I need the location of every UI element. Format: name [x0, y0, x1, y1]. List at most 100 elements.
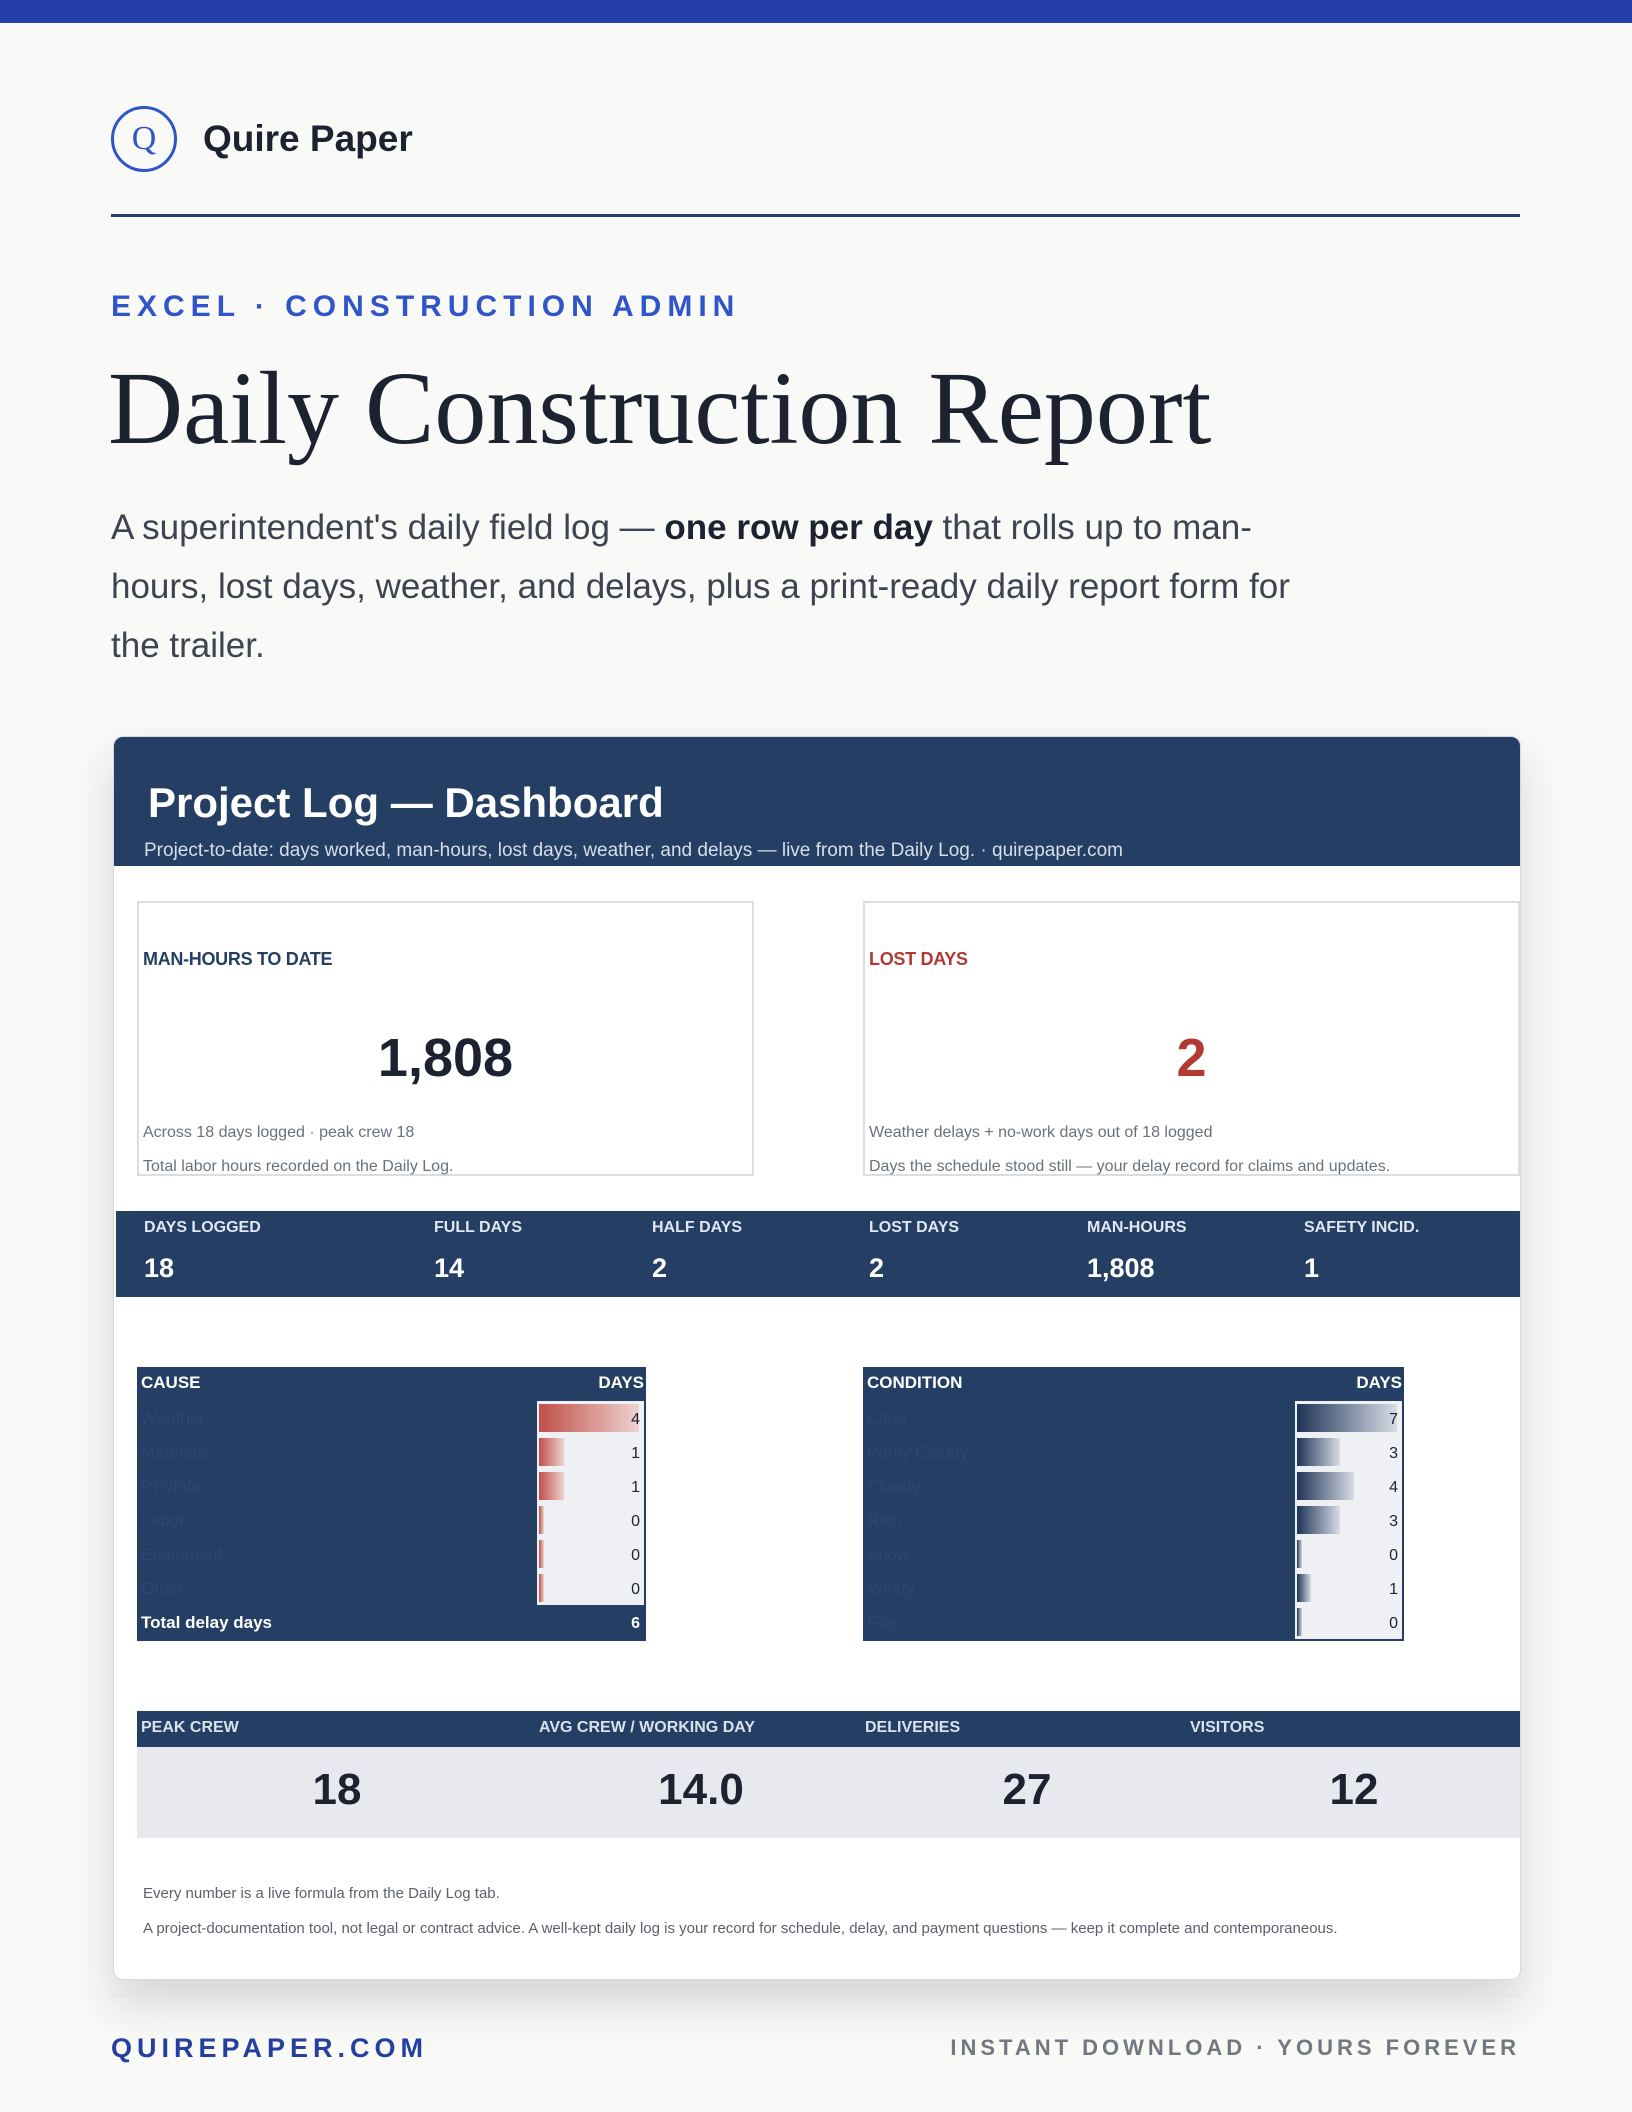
table-header-value: DAYS: [530, 1373, 644, 1401]
stat-label: DAYS LOGGED: [144, 1219, 261, 1236]
bar-value: 0: [1389, 1547, 1398, 1564]
brand-header[interactable]: Q Quire Paper: [111, 103, 413, 175]
kpi-card-man-hours: MAN-HOURS TO DATE 1,808 Across 18 days l…: [137, 901, 754, 1176]
row-label: Fog: [867, 1613, 897, 1632]
footer-site-link[interactable]: QUIREPAPER.COM: [111, 2033, 429, 2063]
page-title: Daily Construction Report: [108, 351, 1212, 466]
weather-condition-table: CONDITION DAYS Clear 7 Partly Cloudy 3 C…: [863, 1367, 1404, 1641]
data-bar: [1297, 1608, 1302, 1636]
data-bar: [1297, 1574, 1312, 1602]
footer-divider: [111, 1995, 1520, 1996]
bar-cell: 0: [537, 1571, 644, 1605]
kpi-value: 2: [1176, 1028, 1207, 1088]
stat-label-visitors: VISITORS: [1190, 1719, 1265, 1736]
table-row: Materials 1: [137, 1435, 646, 1469]
row-label: Snow: [867, 1545, 910, 1564]
bottom-stat-labels: PEAK CREW AVG CREW / WORKING DAY DELIVER…: [137, 1711, 1520, 1747]
stat-value-avg-crew: 14.0: [658, 1765, 744, 1814]
stat-value-visitors: 12: [1329, 1765, 1379, 1814]
stat-value: 18: [144, 1253, 175, 1283]
table-row: Rain 3: [863, 1503, 1404, 1537]
stat-value: 1,808: [1087, 1253, 1155, 1283]
product-description: A superintendent's daily field log — one…: [111, 498, 1321, 675]
stat-label: LOST DAYS: [869, 1219, 960, 1236]
row-label: Cloudy: [867, 1477, 920, 1496]
stat-label: HALF DAYS: [652, 1219, 743, 1236]
data-bar: [1297, 1438, 1340, 1466]
stat-label-deliveries: DELIVERIES: [865, 1719, 961, 1736]
data-bar: [539, 1438, 564, 1466]
kpi-description: Total labor hours recorded on the Daily …: [143, 1158, 454, 1175]
data-bar: [539, 1472, 564, 1500]
dashboard-preview: Project Log — Dashboard Project-to-date:…: [113, 736, 1521, 1980]
header-divider: [111, 214, 1520, 217]
table-header-value: DAYS: [1288, 1373, 1402, 1401]
table-row: Labor 0: [137, 1503, 646, 1537]
row-label: Materials: [141, 1443, 210, 1462]
bar-cell: 7: [1295, 1401, 1402, 1435]
bar-value: 4: [631, 1411, 640, 1428]
row-label: Other: [141, 1579, 184, 1598]
row-label: Windy: [867, 1579, 915, 1598]
bar-value: 3: [1389, 1445, 1398, 1462]
bar-cell: 0: [1295, 1537, 1402, 1571]
summary-stat-band: DAYS LOGGED 18 FULL DAYS 14 HALF DAYS 2 …: [116, 1211, 1520, 1297]
kpi-label: MAN-HOURS TO DATE: [143, 949, 333, 969]
bottom-stat-values: 18 14.0 27 12: [137, 1747, 1520, 1838]
row-label: RFI/Info: [141, 1477, 202, 1496]
bar-value: 1: [631, 1479, 640, 1496]
brand-name: Quire Paper: [203, 118, 413, 159]
table-row: Snow 0: [863, 1537, 1404, 1571]
bar-value: 0: [631, 1581, 640, 1598]
row-label: Clear: [867, 1409, 908, 1428]
table-row: Other 0: [137, 1571, 646, 1605]
bar-cell: 1: [537, 1435, 644, 1469]
kpi-note: Weather delays + no-work days out of 18 …: [869, 1124, 1213, 1141]
kpi-card-lost-days: LOST DAYS 2 Weather delays + no-work day…: [863, 901, 1520, 1176]
lede-after: that rolls up to man-hours, lost days, w…: [111, 508, 1290, 665]
bar-cell: 3: [1295, 1435, 1402, 1469]
stat-label: MAN-HOURS: [1087, 1219, 1187, 1236]
delay-cause-table: CAUSE DAYS Weather 4 Materials 1 RFI/Inf…: [137, 1367, 646, 1641]
kpi-description: Days the schedule stood still — your del…: [869, 1158, 1391, 1175]
bar-value: 1: [1389, 1581, 1398, 1598]
table-row: Partly Cloudy 3: [863, 1435, 1404, 1469]
row-label: Weather: [141, 1409, 205, 1428]
formula-note: Every number is a live formula from the …: [143, 1885, 500, 1902]
table-row: Fog 0: [863, 1605, 1404, 1639]
stat-label-peak-crew: PEAK CREW: [141, 1719, 239, 1736]
data-bar: [539, 1404, 639, 1432]
footer-tagline: INSTANT DOWNLOAD · YOURS FOREVER: [950, 2035, 1520, 2060]
table-total-row: Total delay days 6: [137, 1605, 646, 1639]
bar-value: 7: [1389, 1411, 1398, 1428]
row-label: Rain: [867, 1511, 902, 1530]
data-bar: [1297, 1540, 1302, 1568]
bar-value: 0: [1389, 1615, 1398, 1632]
lede-before: A superintendent's daily field log —: [111, 508, 665, 547]
stat-value-deliveries: 27: [1002, 1765, 1052, 1814]
data-bar: [1297, 1472, 1355, 1500]
bar-cell: 1: [537, 1469, 644, 1503]
lede-emphasis: one row per day: [664, 508, 933, 547]
stat-value: 2: [869, 1253, 885, 1283]
stat-value: 14: [434, 1253, 465, 1283]
bar-cell: 4: [1295, 1469, 1402, 1503]
bar-cell: 1: [1295, 1571, 1402, 1605]
dashboard-title: Project Log — Dashboard: [148, 779, 664, 826]
top-accent-bar: [0, 0, 1632, 23]
stat-value-peak-crew: 18: [312, 1765, 362, 1814]
row-label: Labor: [141, 1511, 185, 1530]
bar-cell: 0: [537, 1503, 644, 1537]
data-bar: [1297, 1404, 1397, 1432]
data-bar: [1297, 1506, 1340, 1534]
table-row: Equipment 0: [137, 1537, 646, 1571]
category-eyebrow: EXCEL · CONSTRUCTION ADMIN: [111, 290, 741, 323]
dashboard-header: Project Log — Dashboard Project-to-date:…: [114, 737, 1520, 866]
table-row: RFI/Info 1: [137, 1469, 646, 1503]
dashboard-subtitle: Project-to-date: days worked, man-hours,…: [144, 840, 1123, 861]
bar-value: 1: [631, 1445, 640, 1462]
data-bar: [539, 1574, 544, 1602]
row-label: Partly Cloudy: [867, 1443, 969, 1462]
data-bar: [539, 1506, 544, 1534]
stat-label-avg-crew: AVG CREW / WORKING DAY: [539, 1719, 756, 1736]
